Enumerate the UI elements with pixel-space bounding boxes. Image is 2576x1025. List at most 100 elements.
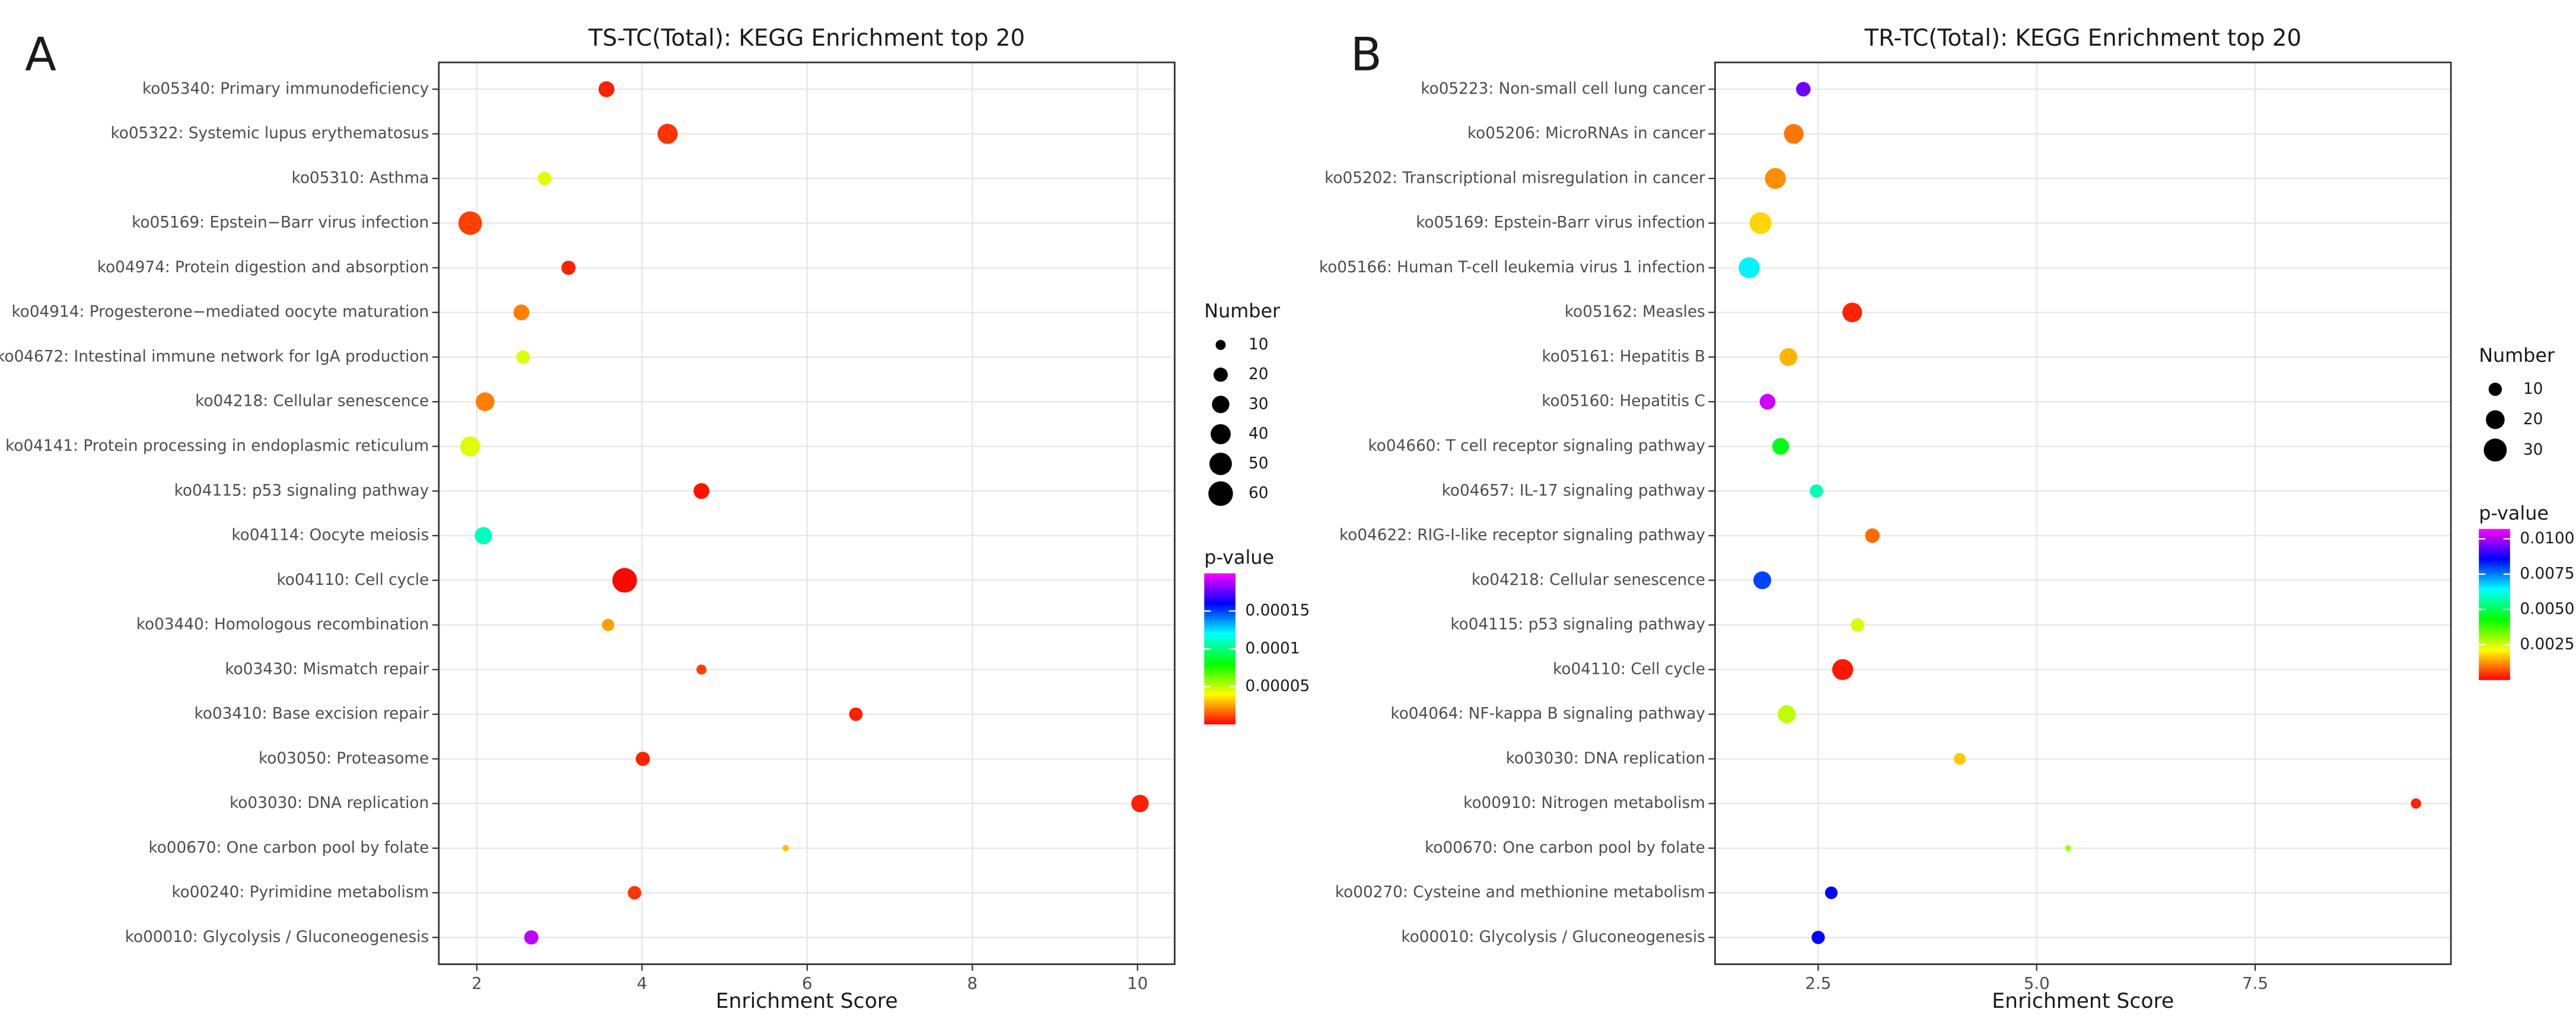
y-tick-label: ko00240: Pyrimidine metabolism [171, 884, 429, 902]
plot-panel [1715, 62, 2451, 964]
bubble [1765, 168, 1786, 189]
bubble [657, 123, 678, 144]
colorbar-tick-label: 0.0100 [2520, 530, 2574, 547]
y-tick-label: ko00010: Glycolysis / Gluconeogenesis [125, 928, 429, 946]
bubble [475, 392, 495, 412]
bubble [460, 436, 480, 457]
size-legend-marker [1208, 481, 1233, 506]
y-tick-label: ko05166: Human T-cell leukemia virus 1 i… [1319, 259, 1705, 276]
y-tick-label: ko03430: Mismatch repair [225, 660, 429, 678]
panel-letter: B [1351, 28, 1382, 81]
bubble [628, 886, 642, 900]
y-tick-label: ko05322: Systemic lupus erythematosus [110, 125, 429, 142]
size-legend-label: 30 [2523, 441, 2543, 459]
bubble [598, 81, 614, 97]
y-tick-label: ko03030: DNA replication [230, 794, 429, 812]
plot-border [1714, 61, 2452, 965]
bubble [1131, 794, 1149, 813]
size-legend-marker [1213, 367, 1228, 382]
chart-title: TR-TC(Total): KEGG Enrichment top 20 [1864, 25, 2301, 52]
x-tick-label: 2.5 [1805, 973, 1831, 993]
bubble [601, 619, 614, 631]
y-tick-label: ko04974: Protein digestion and absorptio… [97, 259, 429, 276]
bubble [1772, 438, 1789, 455]
y-tick-label: ko00270: Cysteine and methionine metabol… [1335, 884, 1705, 902]
bubble [1784, 124, 1804, 144]
chart-title: TS-TC(Total): KEGG Enrichment top 20 [588, 25, 1025, 52]
size-legend-label: 20 [1249, 365, 1268, 383]
y-tick-label: ko05161: Hepatitis B [1542, 348, 1705, 365]
size-legend-label: 60 [1249, 485, 1268, 502]
bubble [513, 304, 530, 321]
y-tick-label: ko05206: MicroRNAs in cancer [1467, 125, 1705, 142]
colorbar-tick-label: 0.00015 [1246, 602, 1310, 620]
y-tick-label: ko00670: One carbon pool by folate [148, 839, 429, 857]
x-tick-label: 4 [637, 973, 648, 993]
bubble [1779, 348, 1798, 366]
size-legend-title: Number [1204, 300, 1281, 322]
y-tick-label: ko00010: Glycolysis / Gluconeogenesis [1401, 928, 1705, 946]
size-legend-label: 10 [2523, 380, 2543, 398]
y-tick-label: ko05162: Measles [1565, 303, 1705, 321]
bubble [1810, 484, 1823, 498]
y-tick-label: ko00910: Nitrogen metabolism [1463, 794, 1705, 812]
y-tick-label: ko03030: DNA replication [1506, 750, 1705, 768]
size-legend-marker [1215, 340, 1226, 351]
size-legend-marker [1209, 453, 1232, 475]
x-tick-label: 10 [1127, 973, 1148, 993]
x-tick-label: 5.0 [2024, 973, 2050, 993]
y-tick-label: ko05310: Asthma [292, 169, 429, 187]
size-legend-label: 30 [1249, 395, 1268, 413]
size-legend-marker [1211, 424, 1231, 444]
y-tick-label: ko05340: Primary immunodeficiency [142, 80, 429, 98]
bubble [1851, 618, 1864, 632]
colorbar-tick-label: 0.0075 [2520, 565, 2574, 582]
y-tick-label: ko05169: Epstein−Barr virus infection [132, 214, 429, 232]
x-axis-label: Enrichment Score [1992, 989, 2174, 1013]
x-axis-label: Enrichment Score [716, 989, 898, 1013]
y-tick-label: ko04657: IL-17 signaling pathway [1442, 482, 1705, 499]
y-tick-label: ko04218: Cellular senescence [1472, 571, 1705, 589]
y-tick-label: ko04110: Cell cycle [276, 571, 429, 589]
bubble [516, 350, 530, 364]
y-tick-label: ko04218: Cellular senescence [195, 393, 429, 410]
y-tick-label: ko04141: Protein processing in endoplasm… [5, 437, 429, 455]
x-tick-label: 8 [967, 973, 977, 993]
size-legend-marker [2486, 410, 2505, 429]
y-tick-label: ko04622: RIG-I-like receptor signaling p… [1339, 527, 1705, 545]
colorbar-tick-label: 0.0001 [1246, 639, 1300, 657]
y-tick-label: ko03440: Homologous recombination [136, 616, 429, 634]
color-legend-title: p-value [2479, 502, 2549, 524]
y-tick-label: ko04110: Cell cycle [1553, 660, 1705, 678]
bubble [1842, 303, 1862, 323]
plot-border [438, 61, 1176, 965]
y-tick-label: ko04064: NF-kappa B signaling pathway [1390, 705, 1705, 723]
bubble [849, 707, 863, 721]
bubble [2411, 798, 2421, 809]
bubble [782, 845, 789, 852]
y-tick-label: ko05160: Hepatitis C [1542, 393, 1705, 410]
y-tick-label: ko04672: Intestinal immune network for I… [0, 348, 429, 365]
x-tick-label: 6 [802, 973, 813, 993]
y-tick-label: ko00670: One carbon pool by folate [1425, 839, 1705, 857]
bubble [1749, 212, 1772, 234]
y-tick-label: ko05169: Epstein-Barr virus infection [1416, 214, 1705, 232]
bubble [693, 483, 709, 499]
bubble [1796, 82, 1811, 97]
colorbar [2479, 529, 2510, 680]
bubble [612, 568, 637, 593]
panel-letter: A [25, 28, 56, 81]
y-tick-label: ko04114: Oocyte meiosis [231, 527, 429, 545]
y-tick-label: ko03410: Base excision repair [195, 705, 429, 723]
bubble [1865, 528, 1880, 543]
bubble [1954, 753, 1966, 765]
bubble [1738, 257, 1760, 279]
bubble [458, 211, 482, 235]
bubble [635, 752, 650, 766]
y-tick-label: ko05202: Transcriptional misregulation i… [1324, 169, 1705, 187]
size-legend-title: Number [2479, 344, 2555, 367]
color-legend-title: p-value [1204, 546, 1274, 569]
bubble [524, 930, 539, 945]
